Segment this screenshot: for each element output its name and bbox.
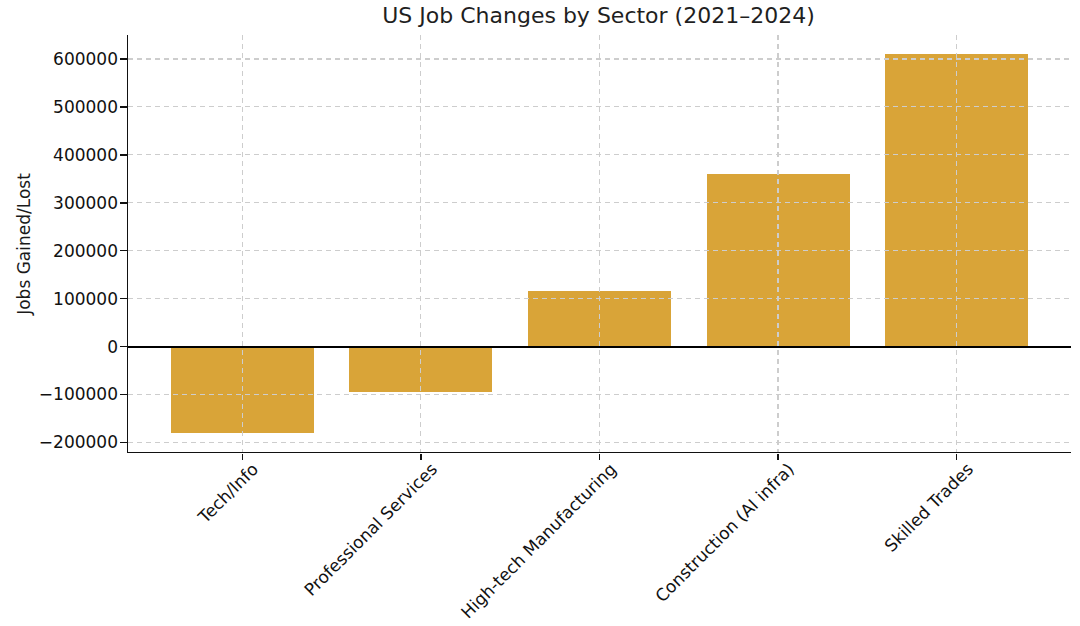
zero-axis-line — [128, 346, 1071, 348]
plot-area — [127, 35, 1071, 453]
y-tick-label: −200000 — [0, 432, 118, 452]
bar-chart-figure: US Job Changes by Sector (2021–2024) Job… — [0, 0, 1080, 626]
x-tick-label: Skilled Trades — [880, 459, 977, 556]
chart-title: US Job Changes by Sector (2021–2024) — [127, 3, 1070, 28]
y-tick-label: −100000 — [0, 384, 118, 404]
y-tick-label: 300000 — [0, 193, 118, 213]
x-tick-mark — [956, 454, 958, 461]
y-tick-mark — [120, 250, 127, 252]
y-tick-mark — [120, 106, 127, 108]
y-tick-mark — [120, 346, 127, 348]
x-tick-label: Construction (AI infra) — [651, 459, 798, 606]
y-tick-label: 400000 — [0, 145, 118, 165]
x-tick-mark — [242, 454, 244, 461]
x-tick-label: Tech/Info — [195, 459, 263, 527]
y-tick-label: 500000 — [0, 97, 118, 117]
y-tick-mark — [120, 154, 127, 156]
y-tick-mark — [120, 394, 127, 396]
x-gridline — [420, 35, 421, 452]
y-tick-mark — [120, 58, 127, 60]
y-tick-mark — [120, 202, 127, 204]
x-tick-mark — [420, 454, 422, 461]
x-tick-label: Professional Services — [300, 459, 441, 600]
x-tick-label: High-tech Manufacturing — [456, 459, 619, 622]
x-gridline — [956, 35, 957, 452]
x-gridline — [777, 35, 778, 452]
x-tick-mark — [599, 454, 601, 461]
y-tick-label: 200000 — [0, 241, 118, 261]
y-tick-label: 100000 — [0, 289, 118, 309]
x-gridline — [599, 35, 600, 452]
y-tick-label: 0 — [0, 337, 118, 357]
y-tick-mark — [120, 442, 127, 444]
x-gridline — [242, 35, 243, 452]
y-tick-mark — [120, 298, 127, 300]
y-tick-label: 600000 — [0, 49, 118, 69]
x-tick-mark — [777, 454, 779, 461]
